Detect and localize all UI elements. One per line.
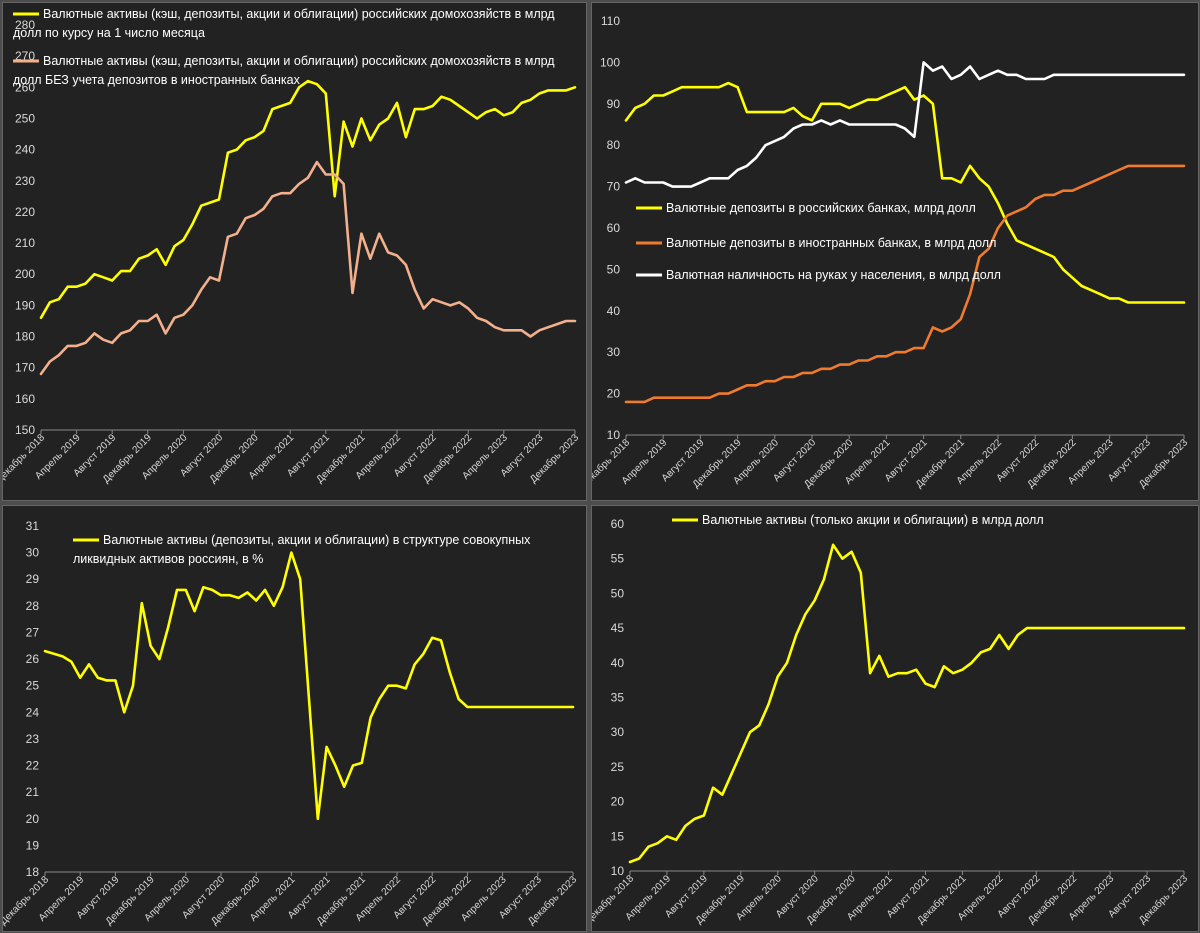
y-tick-label: 220	[15, 205, 35, 219]
y-tick-label: 31	[26, 519, 40, 533]
series-line-1	[39, 79, 577, 320]
series-line-1	[624, 81, 1186, 304]
y-tick-label: 35	[611, 691, 625, 705]
legend-label-1: Валютные депозиты в российских банках, м…	[666, 201, 976, 215]
y-tick-label: 24	[26, 705, 40, 719]
y-tick-label: 25	[611, 760, 625, 774]
legend-label-line: Валютные активы (депозиты, акции и облиг…	[103, 533, 531, 547]
y-tick-label: 50	[611, 586, 625, 600]
chart-fx-stocks-bonds: 10 15 20 25 30 35 40 45 50 55 60 Декабрь 2018 Апрель…	[591, 505, 1199, 932]
legend-label-1: Валютные активы (кэш, депозиты, акции и …	[13, 7, 555, 40]
series-line-1	[628, 543, 1186, 864]
legend-label-line: Валютные активы (кэш, депозиты, акции и …	[43, 54, 555, 68]
y-tick-label: 230	[15, 174, 35, 188]
y-tick-label: 70	[607, 180, 621, 194]
y-tick-label: 25	[26, 679, 40, 693]
y-tick-label: 55	[611, 552, 625, 566]
y-tick-label: 60	[611, 517, 625, 531]
y-tick-label: 20	[26, 812, 40, 826]
y-tick-label: 250	[15, 111, 35, 125]
y-tick-label: 150	[15, 423, 35, 437]
y-tick-label: 240	[15, 143, 35, 157]
y-tick-label: 90	[607, 97, 621, 111]
y-tick-label: 28	[26, 599, 40, 613]
y-tick-label: 180	[15, 330, 35, 344]
chart-fx-assets-total: 150 160 170 180 190 200 210 220 230 240 250 260 270 2…	[2, 2, 587, 501]
chart-fx-share-percent: 18 19 20 21 22 23 24 25 26 27 28 29 30 31 Декабрь 2018…	[2, 505, 587, 932]
y-tick-label: 40	[611, 656, 625, 670]
y-tick-label: 19	[26, 838, 40, 852]
y-tick-label: 20	[611, 795, 625, 809]
legend-label-2: Валютные депозиты в иностранных банках, …	[666, 236, 996, 250]
y-tick-label: 29	[26, 572, 40, 586]
y-tick-label: 45	[611, 621, 625, 635]
y-tick-label: 10	[607, 428, 621, 442]
y-tick-label: 40	[607, 304, 621, 318]
legend-label-1: Валютные активы (только акции и облигаци…	[702, 513, 1044, 527]
y-tick-label: 280	[15, 18, 35, 32]
y-tick-label: 30	[611, 725, 625, 739]
y-tick-label: 10	[611, 864, 625, 878]
y-tick-label: 60	[607, 221, 621, 235]
legend-label-line: ликвидных активов россиян, в %	[73, 552, 263, 566]
y-tick-label: 110	[601, 14, 620, 28]
y-tick-label: 18	[26, 865, 40, 879]
y-tick-label: 30	[26, 546, 40, 560]
y-tick-label: 23	[26, 732, 40, 746]
y-tick-label: 170	[15, 361, 35, 375]
legend-label-2: Валютные активы (кэш, депозиты, акции и …	[13, 54, 555, 87]
y-tick-label: 26	[26, 652, 40, 666]
series-line-2	[624, 164, 1186, 404]
series-line-2	[39, 160, 577, 376]
y-tick-label: 210	[15, 236, 35, 250]
series-line-3	[624, 61, 1186, 188]
y-tick-label: 15	[611, 829, 625, 843]
chart-fx-deposits-cash: 10 20 30 40 50 60 70 80 90 100 110 Декабрь 2018 Апре…	[591, 2, 1199, 501]
y-tick-label: 21	[26, 785, 40, 799]
y-tick-label: 80	[607, 138, 621, 152]
y-tick-label: 50	[607, 262, 621, 276]
legend-label-line: долл БЕЗ учета депозитов в иностранных б…	[13, 73, 301, 87]
y-tick-label: 260	[15, 80, 35, 94]
y-tick-label: 160	[15, 392, 35, 406]
y-tick-label: 190	[15, 298, 35, 312]
y-tick-label: 30	[607, 345, 621, 359]
y-tick-label: 22	[26, 759, 40, 773]
series-line-1	[43, 551, 575, 821]
legend-label-line: Валютные активы (кэш, депозиты, акции и …	[43, 7, 555, 21]
legend-label-line: долл по курсу на 1 число месяца	[13, 26, 205, 40]
y-tick-label: 27	[26, 625, 40, 639]
y-tick-label: 20	[607, 387, 621, 401]
chart-svg: 1501601701801902002102202302402502602702…	[3, 7, 581, 485]
y-tick-label: 100	[600, 55, 620, 69]
y-tick-label: 200	[15, 267, 35, 281]
legend-label-1: Валютные активы (депозиты, акции и облиг…	[73, 533, 531, 566]
legend-label-3: Валютная наличность на руках у населения…	[666, 268, 1001, 282]
